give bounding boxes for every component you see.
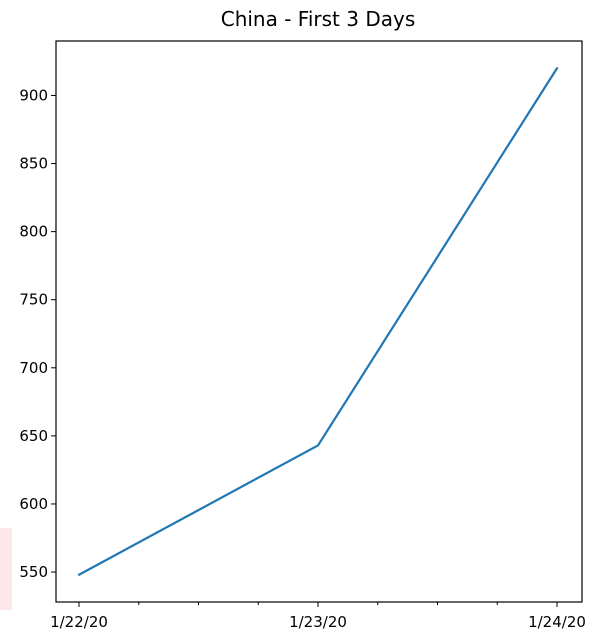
x-tick-label: 1/22/20 [50,613,108,631]
y-tick-label: 650 [19,427,48,445]
y-tick-label: 800 [19,223,48,241]
y-tick-label: 700 [19,359,48,377]
series-group [77,67,559,576]
y-axis: 550 600 650 700 750 800 850 900 [19,86,56,581]
chart-title: China - First 3 Days [221,7,416,31]
y-tick-label: 600 [19,495,48,513]
edge-accent-strip [0,528,12,610]
y-tick-label: 550 [19,563,48,581]
x-axis: 1/22/20 1/23/20 1/24/20 [50,602,586,631]
series-line [77,67,559,576]
y-tick-label: 750 [19,291,48,309]
x-tick-label: 1/24/20 [528,613,586,631]
x-tick-label: 1/23/20 [289,613,347,631]
y-tick-label: 900 [19,86,48,104]
y-tick-label: 850 [19,155,48,173]
plot-area-frame [55,40,583,603]
